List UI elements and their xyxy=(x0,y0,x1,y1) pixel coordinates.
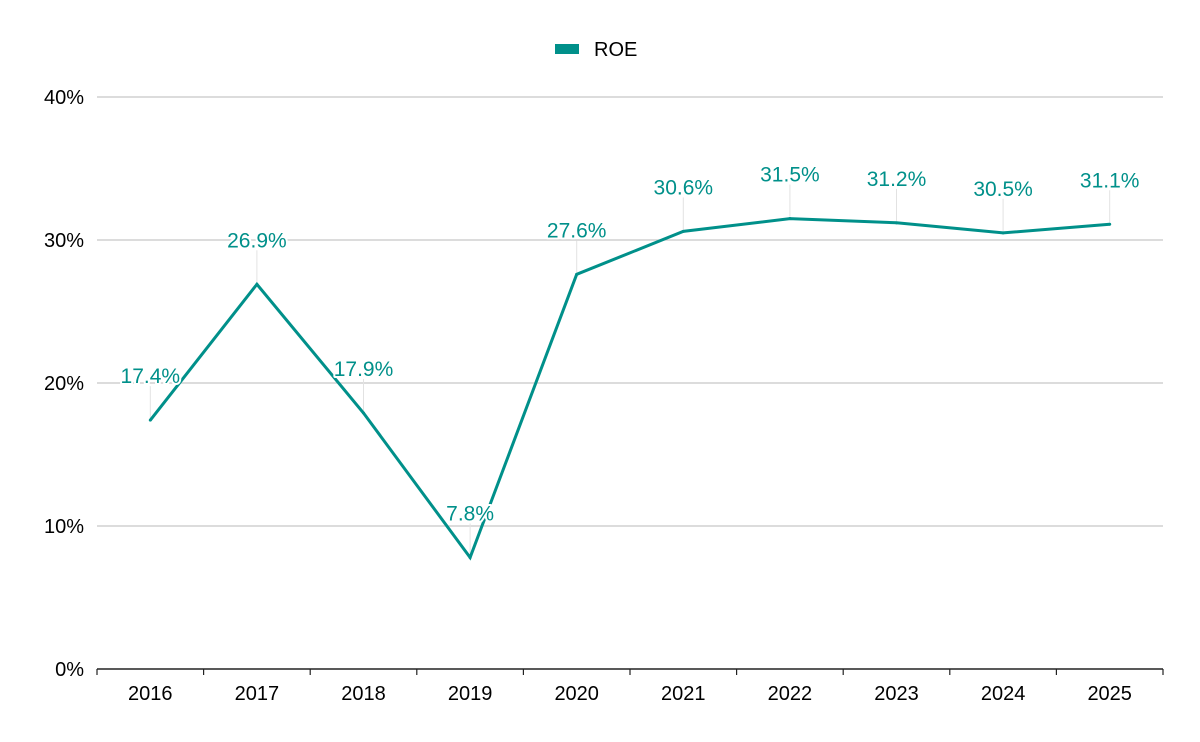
data-labels: 17.4% 26.9% 17.9% 7.8% 27.6% 30.6% 31.5% 31.2% 3… xyxy=(119,162,1142,528)
data-label-2022: 31.5% xyxy=(760,164,820,187)
y-tick-label-10: 10% xyxy=(44,516,84,538)
data-point-2017 xyxy=(255,282,259,286)
data-point-2019 xyxy=(468,555,472,559)
data-point-2020 xyxy=(575,272,579,276)
data-point-2023 xyxy=(895,221,898,225)
x-tick-label-2017: 2017 xyxy=(235,683,280,705)
y-axis-tick-labels: 0% 10% 20% 30% 40% xyxy=(44,87,84,681)
data-label-2019: 7.8% xyxy=(446,502,494,525)
data-label-2023: 31.2% xyxy=(867,168,927,191)
data-label-2025: 31.1% xyxy=(1080,169,1140,192)
x-axis: 2016 2017 2018 2019 2020 2021 2022 2023 2024 2025 xyxy=(96,668,1164,705)
data-point-2021 xyxy=(681,229,685,233)
data-point-2022 xyxy=(788,217,792,221)
gridlines xyxy=(97,96,1163,527)
legend-label-roe: ROE xyxy=(594,39,637,61)
series-line-roe xyxy=(149,217,1110,561)
x-tick-label-2016: 2016 xyxy=(128,683,173,705)
x-tick-label-2023: 2023 xyxy=(874,683,919,705)
series-roe xyxy=(148,217,1112,561)
data-label-2018: 17.9% xyxy=(334,358,394,381)
x-tick-label-2021: 2021 xyxy=(661,683,706,705)
data-point-2024 xyxy=(1001,231,1005,235)
legend: ROE xyxy=(555,39,637,61)
y-tick-label-40: 40% xyxy=(44,87,84,109)
data-label-2020: 27.6% xyxy=(547,219,607,242)
x-tick-label-2025: 2025 xyxy=(1087,683,1132,705)
data-point-2025 xyxy=(1108,222,1112,226)
x-tick-label-2018: 2018 xyxy=(341,683,386,705)
y-tick-label-20: 20% xyxy=(44,373,84,395)
x-tick-label-2024: 2024 xyxy=(981,683,1026,705)
data-point-2018 xyxy=(362,411,365,415)
y-tick-label-0: 0% xyxy=(55,659,84,681)
x-tick-label-2019: 2019 xyxy=(448,683,493,705)
y-tick-label-30: 30% xyxy=(44,230,84,252)
data-label-2024: 30.5% xyxy=(973,178,1033,201)
data-label-leaders xyxy=(149,184,1111,556)
data-point-2016 xyxy=(148,418,152,422)
x-tick-label-2020: 2020 xyxy=(554,683,599,705)
x-tick-label-2022: 2022 xyxy=(768,683,813,705)
data-label-2017: 26.9% xyxy=(227,229,287,252)
data-label-2021: 30.6% xyxy=(654,176,714,199)
legend-swatch-roe xyxy=(555,44,579,54)
data-label-2016: 17.4% xyxy=(121,365,181,388)
